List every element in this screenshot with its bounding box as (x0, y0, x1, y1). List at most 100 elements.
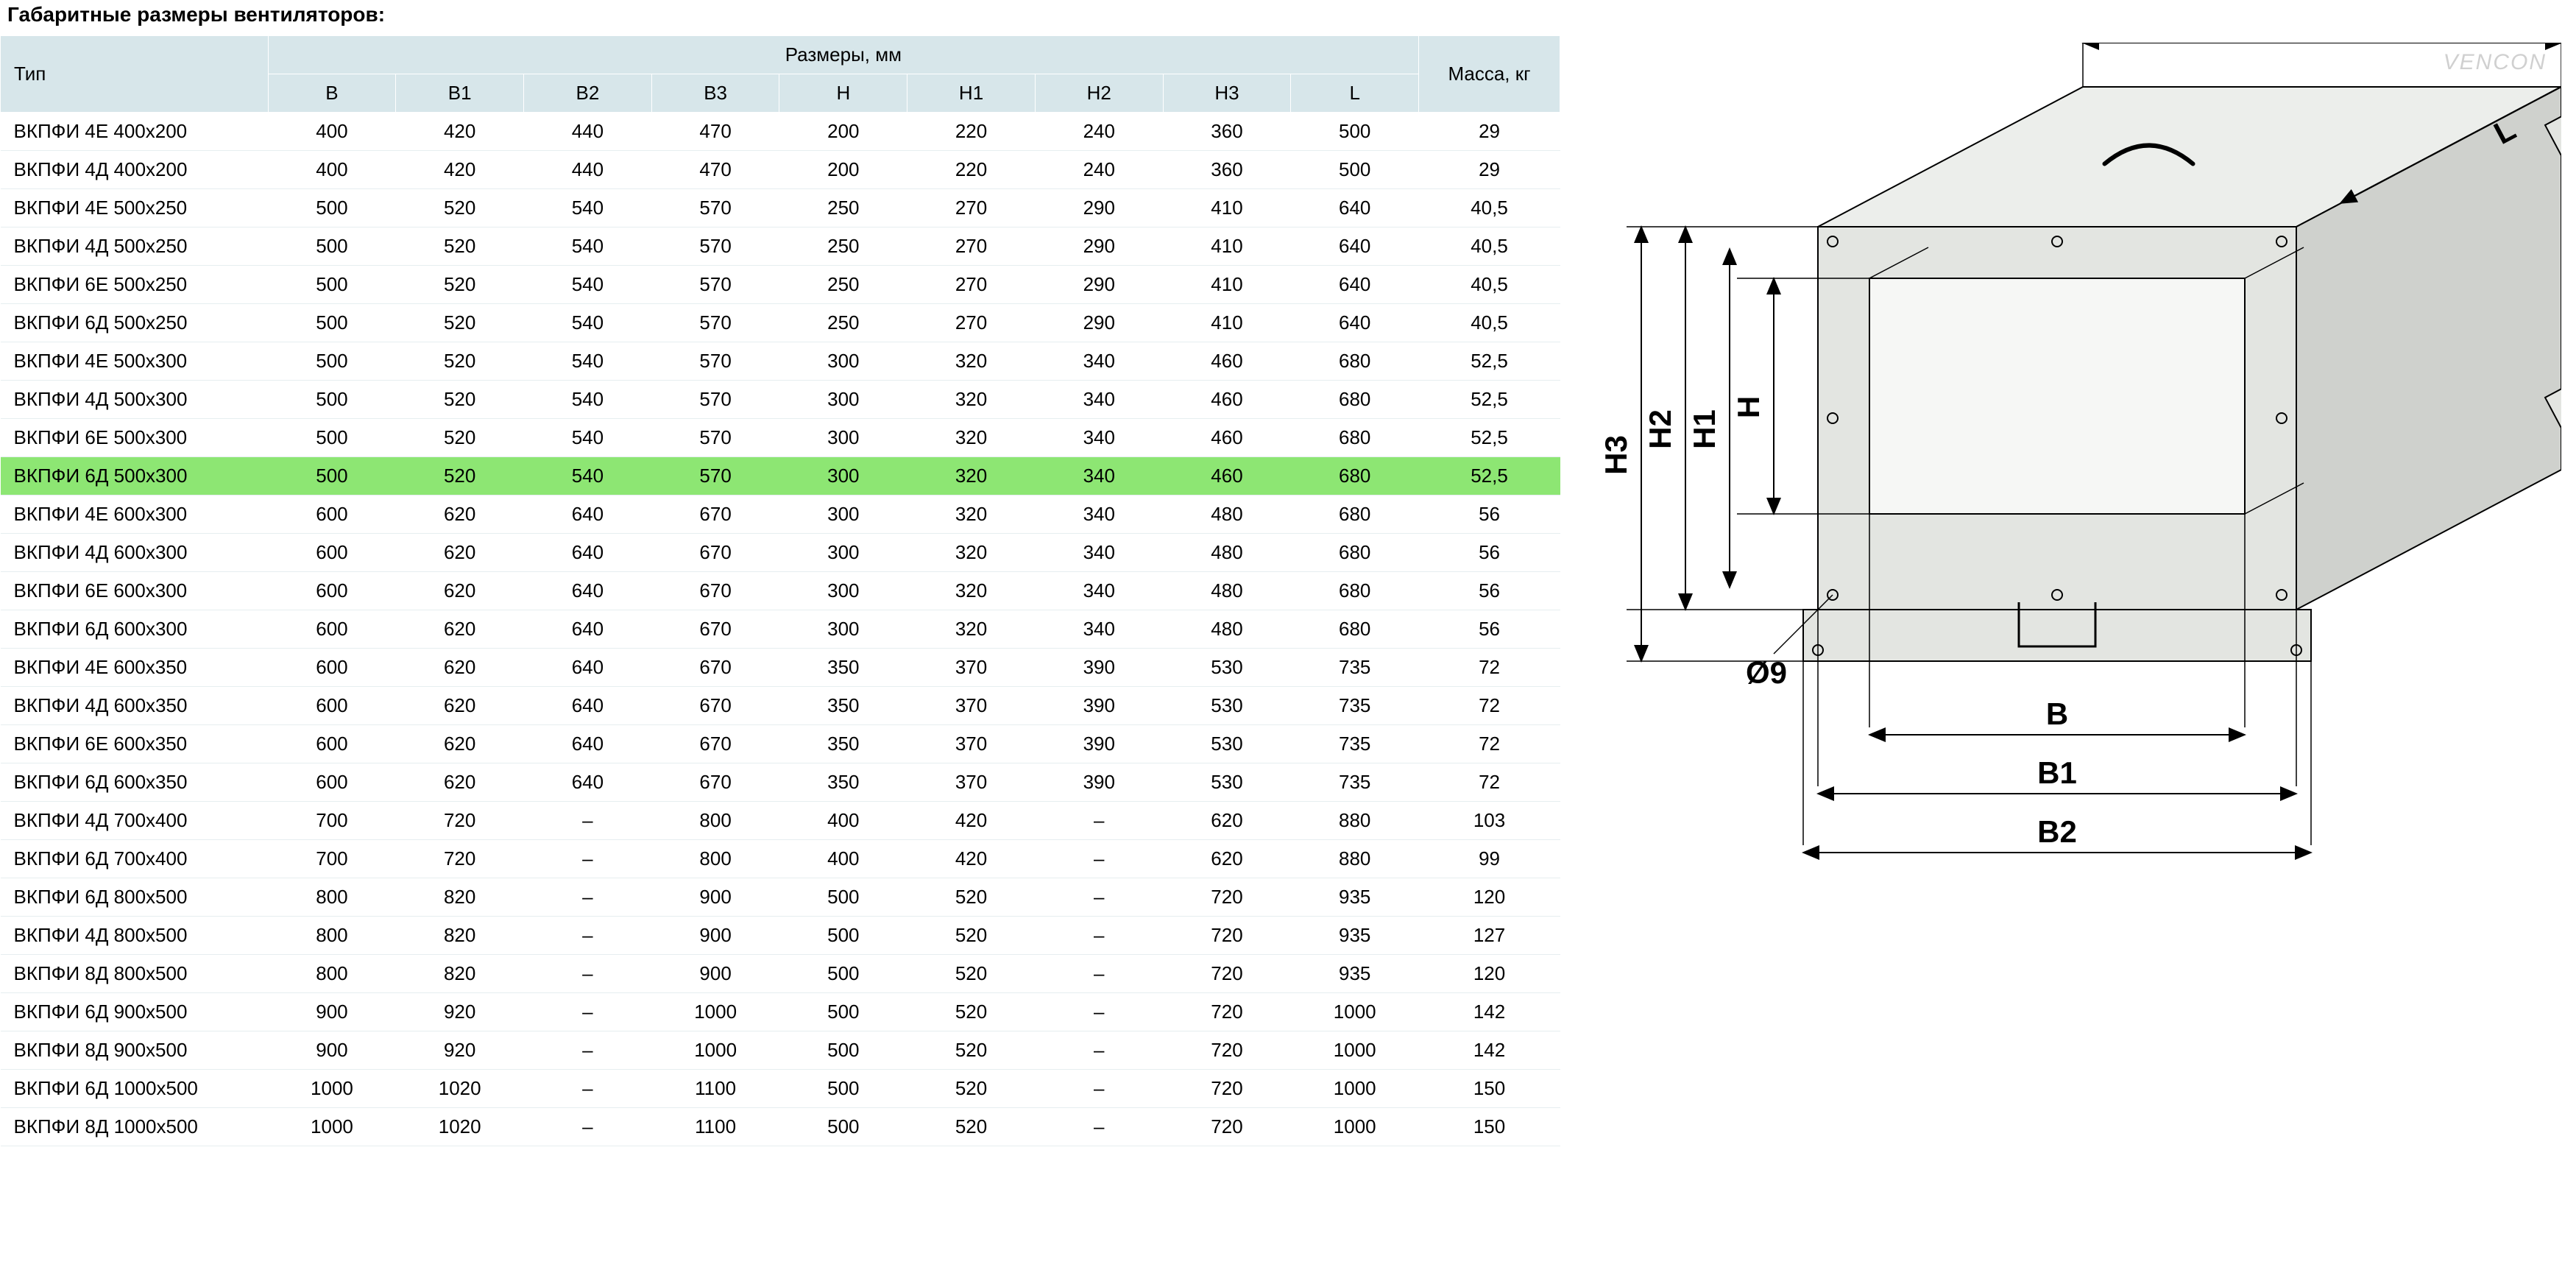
cell-dim: 420 (396, 151, 524, 189)
cell-dim: 735 (1291, 763, 1419, 802)
cell-dim: 200 (779, 113, 907, 151)
cell-type: ВКПФИ 4Д 400х200 (1, 151, 269, 189)
cell-dim: 360 (1163, 113, 1291, 151)
cell-dim: 640 (524, 725, 652, 763)
cell-dim: 410 (1163, 227, 1291, 266)
cell-dim: – (1035, 917, 1163, 955)
cell-dim: 300 (779, 534, 907, 572)
table-row: ВКПФИ 4Е 400х200400420440470200220240360… (1, 113, 1560, 151)
cell-dim: 935 (1291, 955, 1419, 993)
cell-dim: 240 (1035, 151, 1163, 189)
cell-type: ВКПФИ 6Д 600х300 (1, 610, 269, 649)
cell-dim: 1000 (268, 1108, 396, 1146)
cell-dim: 820 (396, 917, 524, 955)
table-row: ВКПФИ 4Д 600х350600620640670350370390530… (1, 687, 1560, 725)
cell-dim: 500 (1291, 151, 1419, 189)
cell-dim: 340 (1035, 495, 1163, 534)
cell-dim: 720 (1163, 955, 1291, 993)
cell-dim: 820 (396, 878, 524, 917)
cell-dim: 500 (268, 227, 396, 266)
cell-dim: 620 (396, 610, 524, 649)
cell-dim: 640 (524, 534, 652, 572)
table-row: ВКПФИ 4Д 600х300600620640670300320340480… (1, 534, 1560, 572)
cell-mass: 29 (1419, 113, 1560, 151)
cell-dim: 900 (651, 917, 779, 955)
header-col-b2: B2 (524, 74, 652, 113)
cell-dim: 270 (907, 189, 1036, 227)
cell-dim: 410 (1163, 266, 1291, 304)
cell-dim: 270 (907, 304, 1036, 342)
cell-dim: 680 (1291, 381, 1419, 419)
cell-dim: 520 (396, 457, 524, 495)
cell-dim: 250 (779, 304, 907, 342)
cell-dim: 720 (1163, 1108, 1291, 1146)
cell-dim: 410 (1163, 304, 1291, 342)
cell-dim: 530 (1163, 725, 1291, 763)
page-title: Габаритные размеры вентиляторов: (0, 0, 2576, 35)
cell-type: ВКПФИ 6Д 1000х500 (1, 1070, 269, 1108)
cell-dim: 570 (651, 457, 779, 495)
cell-dim: – (524, 955, 652, 993)
cell-dim: 320 (907, 342, 1036, 381)
cell-dim: 520 (396, 227, 524, 266)
cell-dim: 720 (396, 840, 524, 878)
cell-dim: 720 (1163, 993, 1291, 1031)
cell-dim: 520 (396, 266, 524, 304)
cell-type: ВКПФИ 6Е 600х350 (1, 725, 269, 763)
cell-dim: 735 (1291, 725, 1419, 763)
cell-mass: 142 (1419, 1031, 1560, 1070)
cell-type: ВКПФИ 4Д 800х500 (1, 917, 269, 955)
cell-dim: 320 (907, 419, 1036, 457)
cell-dim: 620 (396, 495, 524, 534)
table-row: ВКПФИ 4Е 500х250500520540570250270290410… (1, 189, 1560, 227)
table-row: ВКПФИ 6Е 500х250500520540570250270290410… (1, 266, 1560, 304)
cell-mass: 40,5 (1419, 227, 1560, 266)
cell-dim: – (1035, 802, 1163, 840)
cell-dim: 320 (907, 457, 1036, 495)
cell-dim: 400 (268, 151, 396, 189)
table-row: ВКПФИ 4Д 500х300500520540570300320340460… (1, 381, 1560, 419)
cell-dim: 300 (779, 381, 907, 419)
cell-mass: 142 (1419, 993, 1560, 1031)
cell-type: ВКПФИ 4Е 500х300 (1, 342, 269, 381)
cell-dim: 640 (524, 687, 652, 725)
cell-dim: 1020 (396, 1108, 524, 1146)
cell-dim: 320 (907, 572, 1036, 610)
cell-dim: 460 (1163, 381, 1291, 419)
cell-dim: 735 (1291, 649, 1419, 687)
cell-dim: 900 (651, 878, 779, 917)
cell-mass: 52,5 (1419, 457, 1560, 495)
header-type: Тип (1, 36, 269, 113)
cell-dim: 680 (1291, 457, 1419, 495)
diagram-container: VENCON B3LHH1H2H3BB1B2Ø9 (1560, 35, 2576, 926)
cell-type: ВКПФИ 6Д 500х250 (1, 304, 269, 342)
cell-dim: 370 (907, 649, 1036, 687)
header-col-h2: H2 (1035, 74, 1163, 113)
cell-dim: 540 (524, 342, 652, 381)
cell-mass: 120 (1419, 955, 1560, 993)
cell-dim: 620 (396, 725, 524, 763)
cell-dim: 340 (1035, 381, 1163, 419)
cell-dim: 220 (907, 113, 1036, 151)
cell-dim: – (1035, 1031, 1163, 1070)
cell-dim: 440 (524, 151, 652, 189)
cell-dim: 530 (1163, 687, 1291, 725)
cell-type: ВКПФИ 6Е 500х300 (1, 419, 269, 457)
cell-dim: 400 (779, 840, 907, 878)
cell-dim: 620 (396, 763, 524, 802)
cell-dim: 520 (907, 1108, 1036, 1146)
cell-dim: 470 (651, 151, 779, 189)
cell-dim: 530 (1163, 763, 1291, 802)
cell-dim: – (1035, 840, 1163, 878)
table-row: ВКПФИ 6Е 600х350600620640670350370390530… (1, 725, 1560, 763)
fan-dimensions-diagram: B3LHH1H2H3BB1B2Ø9 (1590, 43, 2561, 926)
cell-dim: 720 (1163, 917, 1291, 955)
cell-dim: 340 (1035, 342, 1163, 381)
cell-dim: 570 (651, 189, 779, 227)
cell-mass: 99 (1419, 840, 1560, 878)
cell-dim: 640 (1291, 266, 1419, 304)
table-row: ВКПФИ 4Е 600х350600620640670350370390530… (1, 649, 1560, 687)
cell-dim: 300 (779, 572, 907, 610)
watermark-logo: VENCON (2444, 50, 2547, 75)
cell-dim: 680 (1291, 610, 1419, 649)
